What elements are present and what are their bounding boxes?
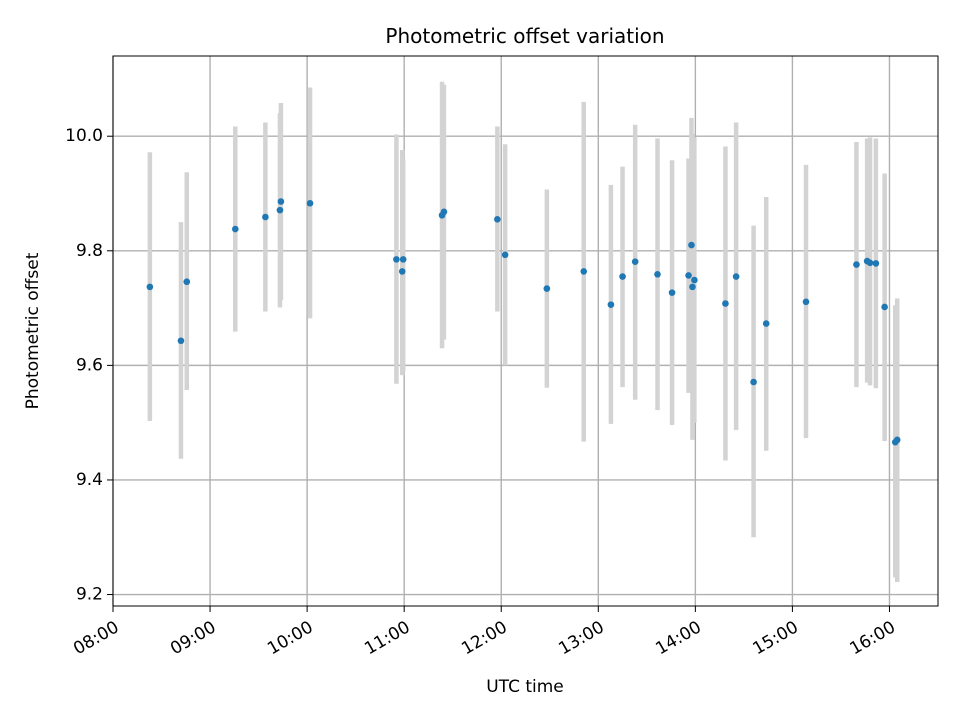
y-axis-ticks: 9.2 9.4 9.6 9.8 10.0 bbox=[65, 126, 113, 605]
y-tick-label: 9.8 bbox=[76, 241, 103, 261]
data-point bbox=[881, 303, 888, 311]
data-point bbox=[231, 225, 239, 233]
data-point bbox=[607, 301, 615, 308]
data-point bbox=[685, 272, 692, 279]
data-point bbox=[654, 270, 661, 278]
data-point bbox=[183, 278, 191, 286]
data-point bbox=[668, 289, 676, 296]
data-point bbox=[146, 283, 154, 291]
data-point bbox=[580, 268, 588, 275]
data-point bbox=[393, 256, 400, 263]
data-point bbox=[750, 378, 757, 386]
data-point bbox=[306, 199, 314, 207]
data-point bbox=[866, 259, 874, 267]
chart-title: Photometric offset variation bbox=[385, 24, 664, 48]
data-point bbox=[691, 276, 698, 284]
data-point bbox=[619, 273, 626, 280]
data-point bbox=[893, 436, 901, 444]
data-point bbox=[689, 283, 696, 291]
y-tick-label: 10.0 bbox=[65, 126, 103, 146]
data-points bbox=[146, 198, 901, 446]
grid bbox=[112, 56, 938, 606]
data-point bbox=[398, 268, 406, 275]
x-axis-label: UTC time bbox=[486, 677, 564, 697]
y-axis-label: Photometric offset bbox=[23, 252, 43, 409]
data-point bbox=[177, 337, 185, 345]
y-tick-label: 9.2 bbox=[76, 585, 103, 605]
y-tick-label: 9.4 bbox=[76, 470, 103, 490]
data-point bbox=[872, 260, 880, 267]
data-point bbox=[277, 198, 285, 205]
data-point bbox=[501, 251, 509, 259]
data-point bbox=[732, 273, 740, 280]
data-point bbox=[399, 256, 407, 263]
y-tick-label: 9.6 bbox=[76, 355, 103, 375]
data-point bbox=[631, 258, 639, 265]
data-point bbox=[543, 285, 551, 292]
data-point bbox=[494, 215, 501, 223]
data-point bbox=[802, 298, 810, 306]
data-point bbox=[762, 320, 770, 327]
plot-frame bbox=[112, 55, 939, 607]
data-point bbox=[276, 206, 284, 214]
data-point bbox=[440, 208, 448, 216]
data-point bbox=[853, 261, 860, 268]
data-point bbox=[688, 241, 695, 249]
data-point bbox=[722, 300, 729, 307]
data-point bbox=[262, 213, 269, 221]
